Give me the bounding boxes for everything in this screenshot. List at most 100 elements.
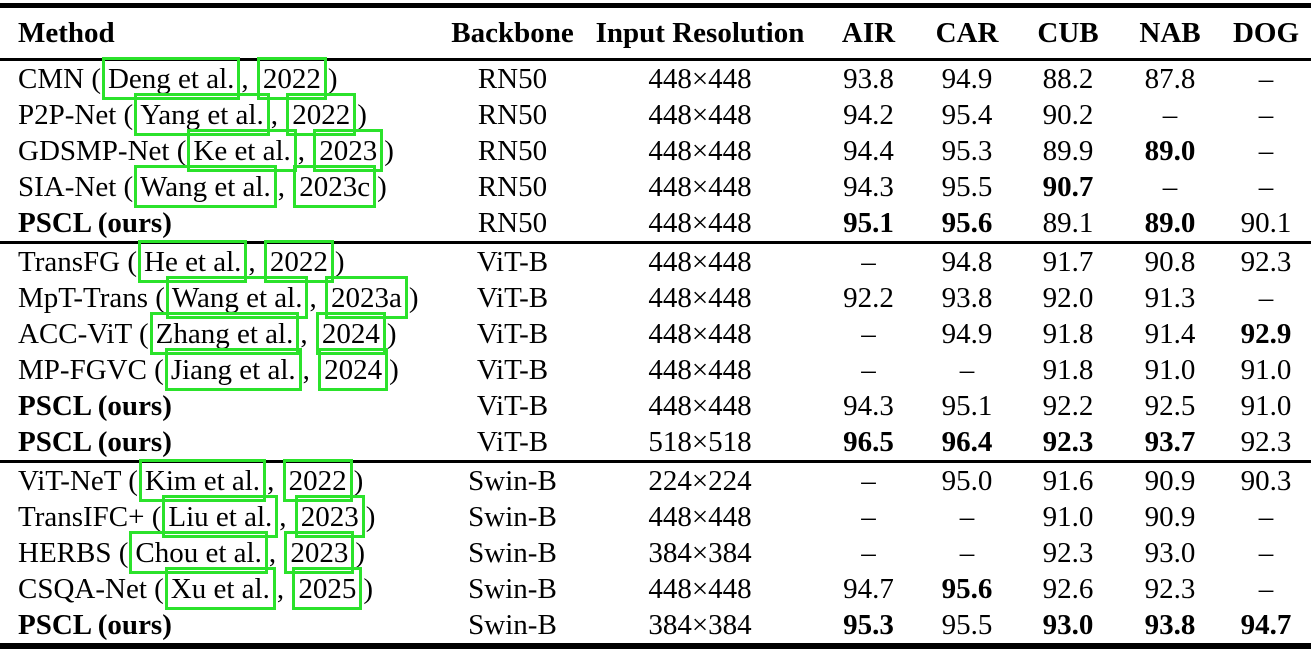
method-text: P2P-Net (: [18, 98, 134, 131]
citation-link-box[interactable]: Deng et al.: [101, 56, 241, 100]
citation-link-box[interactable]: Xu et al.: [164, 566, 276, 610]
score-cell: 94.4: [843, 134, 894, 167]
backbone-cell: RN50: [477, 98, 548, 131]
method-text: ): [408, 281, 419, 314]
citation-link-box[interactable]: 2023: [294, 494, 365, 538]
citation-link-box[interactable]: Yang et al.: [134, 92, 270, 136]
citation-link-box[interactable]: 2022: [263, 239, 334, 283]
backbone-cell: Swin-B: [468, 608, 557, 641]
citation-link-box[interactable]: Wang et al.: [134, 164, 277, 208]
method-cell: TransFG (He et al., 2022): [0, 239, 445, 283]
score-cell: 92.3: [1042, 425, 1094, 458]
score-cell: 94.9: [941, 62, 993, 95]
citation-link-box[interactable]: Zhang et al.: [149, 311, 300, 355]
column-header-input-resolution: Input Resolution: [580, 5, 820, 61]
backbone-cell: ViT-B: [476, 281, 549, 314]
score-cell: 94.2: [843, 98, 894, 131]
backbone-cell: ViT-B: [445, 241, 580, 280]
score-cell: 95.6: [941, 572, 993, 605]
table-row: PSCL (ours) ViT-B 448×448 94.3 95.1 92.2 92.5 9…: [0, 388, 1311, 424]
column-header-dog: DOG: [1221, 5, 1311, 61]
score-cell: 90.3: [1221, 460, 1311, 499]
score-cell: 94.3: [843, 170, 894, 203]
resolution-cell: 448×448: [648, 281, 752, 314]
method-cell: TransIFC+ (Liu et al., 2023): [0, 494, 445, 538]
score-cell: 95.5: [941, 170, 993, 203]
method-text: ,: [241, 62, 256, 95]
resolution-cell: 384×384: [648, 608, 752, 641]
method-text: ViT-NeT (: [18, 464, 138, 497]
score-cell: 92.3: [1221, 241, 1311, 280]
backbone-cell: Swin-B: [468, 500, 557, 533]
score-cell: –: [861, 317, 876, 350]
citation-link-box[interactable]: Kim et al.: [138, 458, 267, 502]
table-row: TransFG (He et al., 2022) ViT-B 448×448–94…: [0, 239, 1311, 283]
method-cell: ACC-ViT (Zhang et al., 2024): [0, 311, 445, 355]
score-cell: –: [820, 241, 917, 280]
score-cell: –: [959, 536, 975, 569]
backbone-cell: Swin-B: [445, 460, 580, 499]
resolution-cell: 448×448: [648, 134, 752, 167]
score-cell: 93.0: [1042, 608, 1094, 641]
score-cell: 92.3: [1144, 572, 1196, 605]
score-cell: 92.9: [1240, 317, 1292, 350]
backbone-cell: ViT-B: [476, 353, 549, 386]
score-cell: 88.2: [1042, 62, 1094, 95]
citation-link-box[interactable]: 2022: [256, 56, 327, 100]
citation-link-box[interactable]: Liu et al.: [162, 494, 279, 538]
citation-link-box[interactable]: 2023: [284, 530, 355, 574]
table-row: PSCL (ours) Swin-B 384×384 95.3 95.5 93.0 93.8…: [0, 607, 1311, 646]
score-cell: 91.8: [1042, 317, 1094, 350]
citation-link-box[interactable]: 2024: [318, 347, 389, 391]
score-cell: 89.9: [1042, 134, 1094, 167]
score-cell: 87.8: [1144, 62, 1196, 95]
method-text: CSQA-Net (: [18, 572, 164, 605]
method-cell: PSCL (ours): [0, 205, 445, 243]
method-text: ): [389, 353, 399, 386]
score-cell: –: [861, 500, 876, 533]
table-group-1: CMN (Deng et al., 2022) RN50 448×448 93.8 94…: [0, 56, 1311, 243]
column-header-air: AIR: [820, 5, 917, 61]
score-cell: 94.3: [843, 389, 894, 422]
citation-link-box[interactable]: Chou et al.: [129, 530, 268, 574]
resolution-cell: 448×448: [648, 500, 752, 533]
citation-link-box[interactable]: 2024: [315, 311, 386, 355]
method-text: PSCL (ours): [18, 425, 172, 458]
citation-link-box[interactable]: Jiang et al.: [164, 347, 302, 391]
table-row: PSCL (ours) RN50 448×448 95.1 95.6 89.1 89.0 90…: [0, 205, 1311, 243]
score-cell: 90.9: [1144, 500, 1196, 533]
citation-link-box[interactable]: 2023c: [293, 164, 377, 208]
score-cell: –: [959, 500, 975, 533]
score-cell: 95.4: [941, 98, 993, 131]
citation-link-box[interactable]: 2023a: [324, 275, 408, 319]
score-cell: –: [1258, 500, 1274, 533]
table-row: HERBS (Chou et al., 2023) Swin-B 384×384 – –…: [0, 530, 1311, 574]
citation-link-box[interactable]: 2022: [282, 458, 353, 502]
citation-link-box[interactable]: 2022: [286, 92, 357, 136]
resolution-cell: 518×518: [648, 425, 752, 458]
resolution-cell: 448×448: [648, 62, 752, 95]
method-cell: MpT-Trans (Wang et al., 2023a): [0, 275, 445, 319]
score-cell: 92.3: [1042, 536, 1094, 569]
score-cell: –: [1258, 281, 1274, 314]
score-cell: 92.5: [1144, 389, 1196, 422]
score-cell: –: [1258, 572, 1274, 605]
table-row: P2P-Net (Yang et al., 2022) RN50 448×448 94…: [0, 92, 1311, 136]
method-text: ): [327, 62, 338, 95]
resolution-cell: 448×448: [648, 206, 752, 239]
citation-link-box[interactable]: 2023: [313, 128, 384, 172]
score-cell: –: [1258, 134, 1274, 167]
citation-link-box[interactable]: Wang et al.: [165, 275, 309, 319]
score-cell: 91.0: [1240, 353, 1292, 386]
backbone-cell: ViT-B: [476, 425, 549, 458]
table-row: GDSMP-Net (Ke et al., 2023) RN50 448×448 94…: [0, 128, 1311, 172]
resolution-cell: 448×448: [648, 353, 752, 386]
citation-link-box[interactable]: He et al.: [138, 239, 248, 283]
citation-link-box[interactable]: Ke et al.: [187, 128, 297, 172]
method-text: ): [353, 464, 364, 497]
score-cell: 93.8: [941, 281, 993, 314]
method-cell: GDSMP-Net (Ke et al., 2023): [0, 128, 445, 172]
backbone-cell: RN50: [477, 134, 548, 167]
citation-link-box[interactable]: 2025: [292, 566, 363, 610]
